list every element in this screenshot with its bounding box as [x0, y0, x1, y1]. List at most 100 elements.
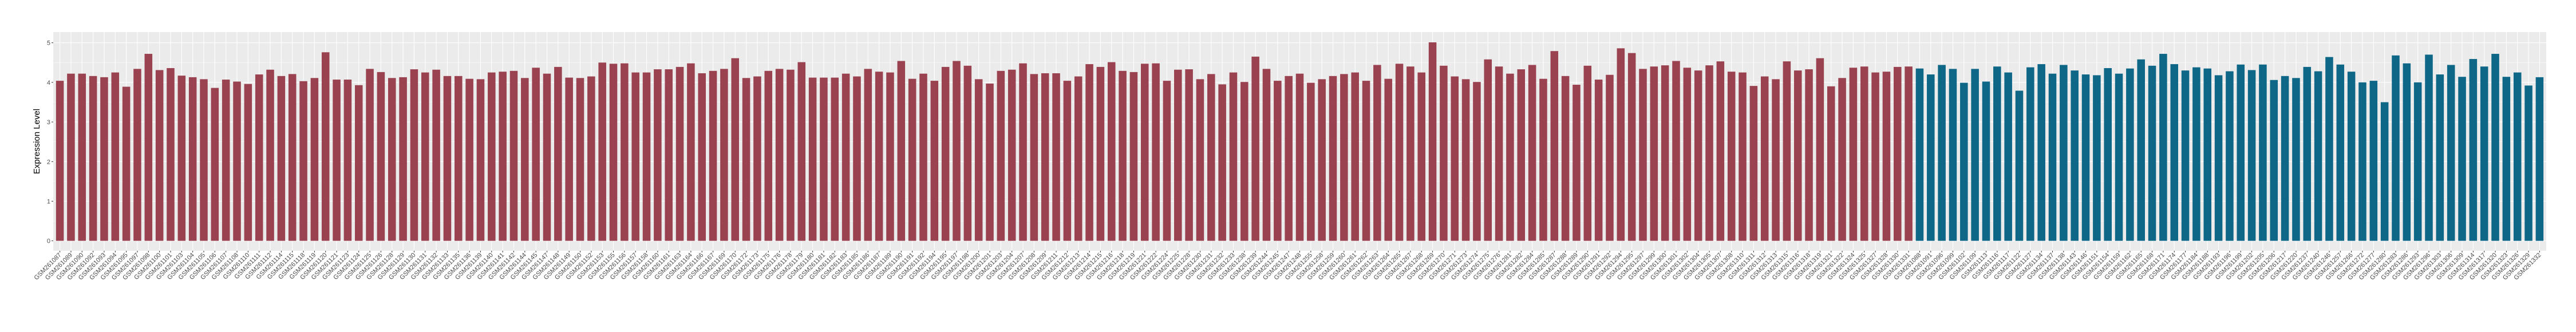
bar-GSM261330 [1894, 66, 1902, 241]
bar-GSM261264 [1384, 78, 1392, 241]
bar-GSM261300 [1661, 65, 1669, 241]
bar-GSM261177 [2181, 70, 2190, 241]
bar-GSM261286 [2403, 63, 2411, 241]
bar-GSM261296 [2425, 54, 2433, 241]
bar-GSM261136 [465, 78, 473, 241]
bar-GSM261309 [2458, 77, 2466, 241]
bar-GSM261319 [1816, 58, 1824, 241]
bar-GSM261266 [2347, 72, 2356, 241]
bar-GSM261138 [2060, 65, 2068, 241]
bar-GSM261091 [1927, 74, 1935, 241]
bar-GSM261165 [2137, 59, 2145, 241]
bar-GSM261170 [731, 58, 740, 241]
bar-GSM261122 [2015, 90, 2024, 241]
bar-GSM261172 [742, 78, 750, 241]
bar-GSM261194 [930, 81, 939, 241]
bar-GSM261107 [222, 80, 230, 241]
bar-GSM261308 [1727, 72, 1736, 241]
bar-GSM261118 [299, 81, 307, 241]
bar-GSM261109 [1971, 69, 1979, 241]
bar-GSM261239 [1251, 56, 1259, 241]
bar-GSM261096 [1938, 65, 1946, 241]
bar-GSM261108 [233, 81, 241, 241]
bar-GSM261112 [266, 69, 274, 241]
bar-GSM261273 [1461, 79, 1470, 241]
bar-GSM261197 [953, 61, 961, 241]
bar-GSM261152 [587, 76, 595, 241]
bar-GSM261284 [1528, 65, 1536, 241]
bar-GSM261302 [1683, 68, 1692, 241]
bar-GSM261198 [963, 65, 972, 241]
bar-GSM261184 [2192, 67, 2200, 241]
x-axis: GSM261087GSM261089GSM261090GSM261092GSM2… [33, 251, 2543, 282]
bar-GSM261301 [1672, 61, 1680, 241]
bar-GSM261202 [2247, 70, 2256, 241]
bar-GSM261267 [1406, 66, 1415, 241]
bar-GSM261098 [144, 54, 153, 241]
bar-GSM261207 [1019, 63, 1027, 241]
bar-GSM261174 [2170, 64, 2178, 241]
bar-GSM261153 [598, 62, 606, 241]
bar-GSM261230 [1196, 79, 1204, 241]
y-axis: 0 1 2 3 4 5 [47, 40, 53, 245]
bar-GSM261104 [188, 77, 197, 241]
bar-GSM261158 [642, 72, 651, 241]
bar-GSM261324 [1849, 68, 1858, 241]
bar-GSM261145 [532, 68, 540, 241]
bar-GSM261299 [1650, 66, 1658, 241]
bar-GSM261155 [609, 64, 618, 241]
bar-GSM261144 [521, 78, 529, 241]
y-tick-label: 4 [47, 80, 50, 86]
bar-GSM261193 [2214, 75, 2223, 241]
bar-GSM261315 [1783, 61, 1791, 241]
bar-GSM261306 [2447, 65, 2455, 241]
bar-GSM261225 [1174, 69, 1182, 241]
bar-GSM261111 [255, 74, 263, 241]
bar-GSM261159 [2115, 73, 2123, 241]
bar-GSM261224 [1163, 81, 1171, 241]
bar-GSM261087 [56, 81, 64, 241]
bar-GSM261093 [100, 77, 108, 241]
bar-GSM261317 [2480, 66, 2488, 241]
bar-GSM261257 [2336, 64, 2345, 241]
bar-GSM261183 [841, 73, 850, 241]
bar-GSM261150 [576, 78, 584, 241]
bar-GSM261147 [543, 73, 551, 241]
bar-GSM261211 [1052, 73, 1060, 241]
bar-GSM261179 [797, 62, 806, 241]
bar-GSM261180 [808, 77, 817, 241]
bar-GSM261169 [720, 69, 728, 241]
bar-GSM261182 [831, 77, 839, 241]
bar-GSM261310 [1739, 72, 1747, 241]
bar-GSM261113 [1982, 81, 1990, 241]
bar-GSM261314 [2469, 59, 2478, 241]
y-tick-label: 1 [47, 198, 50, 205]
bar-GSM261291 [1594, 80, 1603, 241]
bar-GSM261213 [1074, 76, 1082, 241]
bar-GSM261186 [864, 69, 872, 241]
bar-GSM261222 [1152, 63, 1160, 241]
bar-GSM261130 [410, 69, 418, 241]
bar-GSM261304 [1694, 70, 1702, 241]
bar-GSM261206 [2270, 80, 2278, 241]
bar-GSM261259 [1329, 76, 1337, 241]
bar-GSM261290 [1583, 65, 1592, 241]
bar-GSM261245 [1274, 81, 1282, 241]
bar-GSM261276 [1495, 66, 1503, 241]
bar-GSM261270 [1440, 65, 1448, 241]
bar-GSM261297 [1639, 69, 1647, 241]
bar-GSM261320 [2491, 54, 2499, 241]
bar-GSM261125 [366, 69, 374, 241]
bar-GSM261228 [1185, 69, 1193, 241]
bar-GSM261127 [2026, 67, 2034, 241]
bar-GSM261200 [974, 79, 983, 241]
bar-GSM261307 [1716, 61, 1725, 241]
bar-GSM261328 [1882, 72, 1891, 241]
bar-GSM261191 [908, 78, 916, 241]
bar-GSM261318 [1805, 69, 1813, 241]
bar-GSM261271 [1451, 76, 1459, 241]
bar-GSM261217 [2281, 76, 2289, 241]
bar-GSM261160 [654, 69, 662, 241]
bar-GSM261189 [886, 72, 894, 241]
